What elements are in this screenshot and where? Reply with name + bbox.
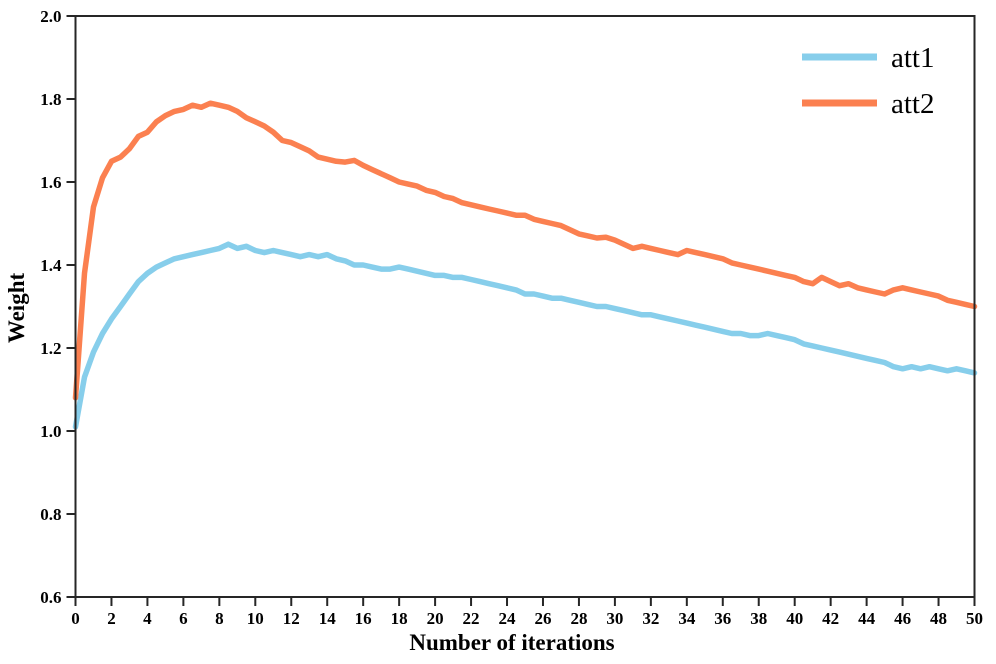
legend: att1 att2 bbox=[802, 42, 935, 120]
series-line-att1 bbox=[72, 241, 978, 430]
x-tick-label: 48 bbox=[930, 609, 947, 628]
x-tick-label: 8 bbox=[215, 609, 224, 628]
x-tick-label: 0 bbox=[71, 609, 80, 628]
y-tick-label: 1.0 bbox=[40, 422, 61, 441]
plot-border bbox=[74, 15, 976, 598]
y-tick-label: 1.8 bbox=[40, 90, 61, 109]
y-axis-ticks: 0.6 0.8 1.0 1.2 1.4 1.6 1.8 2.0 bbox=[40, 7, 76, 607]
x-tick-label: 36 bbox=[714, 609, 731, 628]
x-tick-label: 42 bbox=[822, 609, 839, 628]
x-tick-label: 6 bbox=[179, 609, 188, 628]
series-lines bbox=[72, 100, 978, 430]
x-tick-label: 46 bbox=[894, 609, 911, 628]
x-tick-label: 32 bbox=[642, 609, 659, 628]
x-axis-label: Number of iterations bbox=[409, 630, 614, 655]
x-tick-label: 30 bbox=[606, 609, 623, 628]
x-tick-label: 20 bbox=[427, 609, 444, 628]
legend-label-att2: att2 bbox=[891, 88, 935, 120]
x-tick-label: 44 bbox=[858, 609, 876, 628]
x-tick-label: 12 bbox=[283, 609, 300, 628]
y-tick-label: 0.6 bbox=[40, 588, 61, 607]
legend-label-att1: att1 bbox=[891, 42, 935, 74]
y-tick-label: 1.4 bbox=[40, 256, 62, 275]
x-tick-label: 24 bbox=[499, 609, 517, 628]
x-tick-label: 16 bbox=[355, 609, 372, 628]
x-tick-label: 2 bbox=[107, 609, 116, 628]
x-tick-label: 14 bbox=[319, 609, 337, 628]
x-tick-label: 38 bbox=[750, 609, 767, 628]
x-tick-label: 40 bbox=[786, 609, 803, 628]
y-tick-label: 0.8 bbox=[40, 505, 61, 524]
x-axis-ticks: 0 2 4 6 8 10 12 14 16 18 20 22 24 26 28 30 32 34 36 38 40 42 4… bbox=[71, 597, 983, 628]
x-tick-label: 4 bbox=[143, 609, 152, 628]
x-tick-label: 34 bbox=[678, 609, 696, 628]
x-tick-label: 22 bbox=[463, 609, 480, 628]
x-tick-label: 18 bbox=[391, 609, 408, 628]
y-tick-label: 1.2 bbox=[40, 339, 61, 358]
series-line-att2 bbox=[72, 100, 978, 401]
y-tick-label: 2.0 bbox=[40, 7, 61, 26]
x-tick-label: 10 bbox=[247, 609, 264, 628]
x-tick-label: 50 bbox=[966, 609, 983, 628]
y-axis-label: Weight bbox=[4, 273, 29, 344]
y-tick-label: 1.6 bbox=[40, 173, 61, 192]
x-tick-label: 26 bbox=[534, 609, 551, 628]
x-tick-label: 28 bbox=[570, 609, 587, 628]
